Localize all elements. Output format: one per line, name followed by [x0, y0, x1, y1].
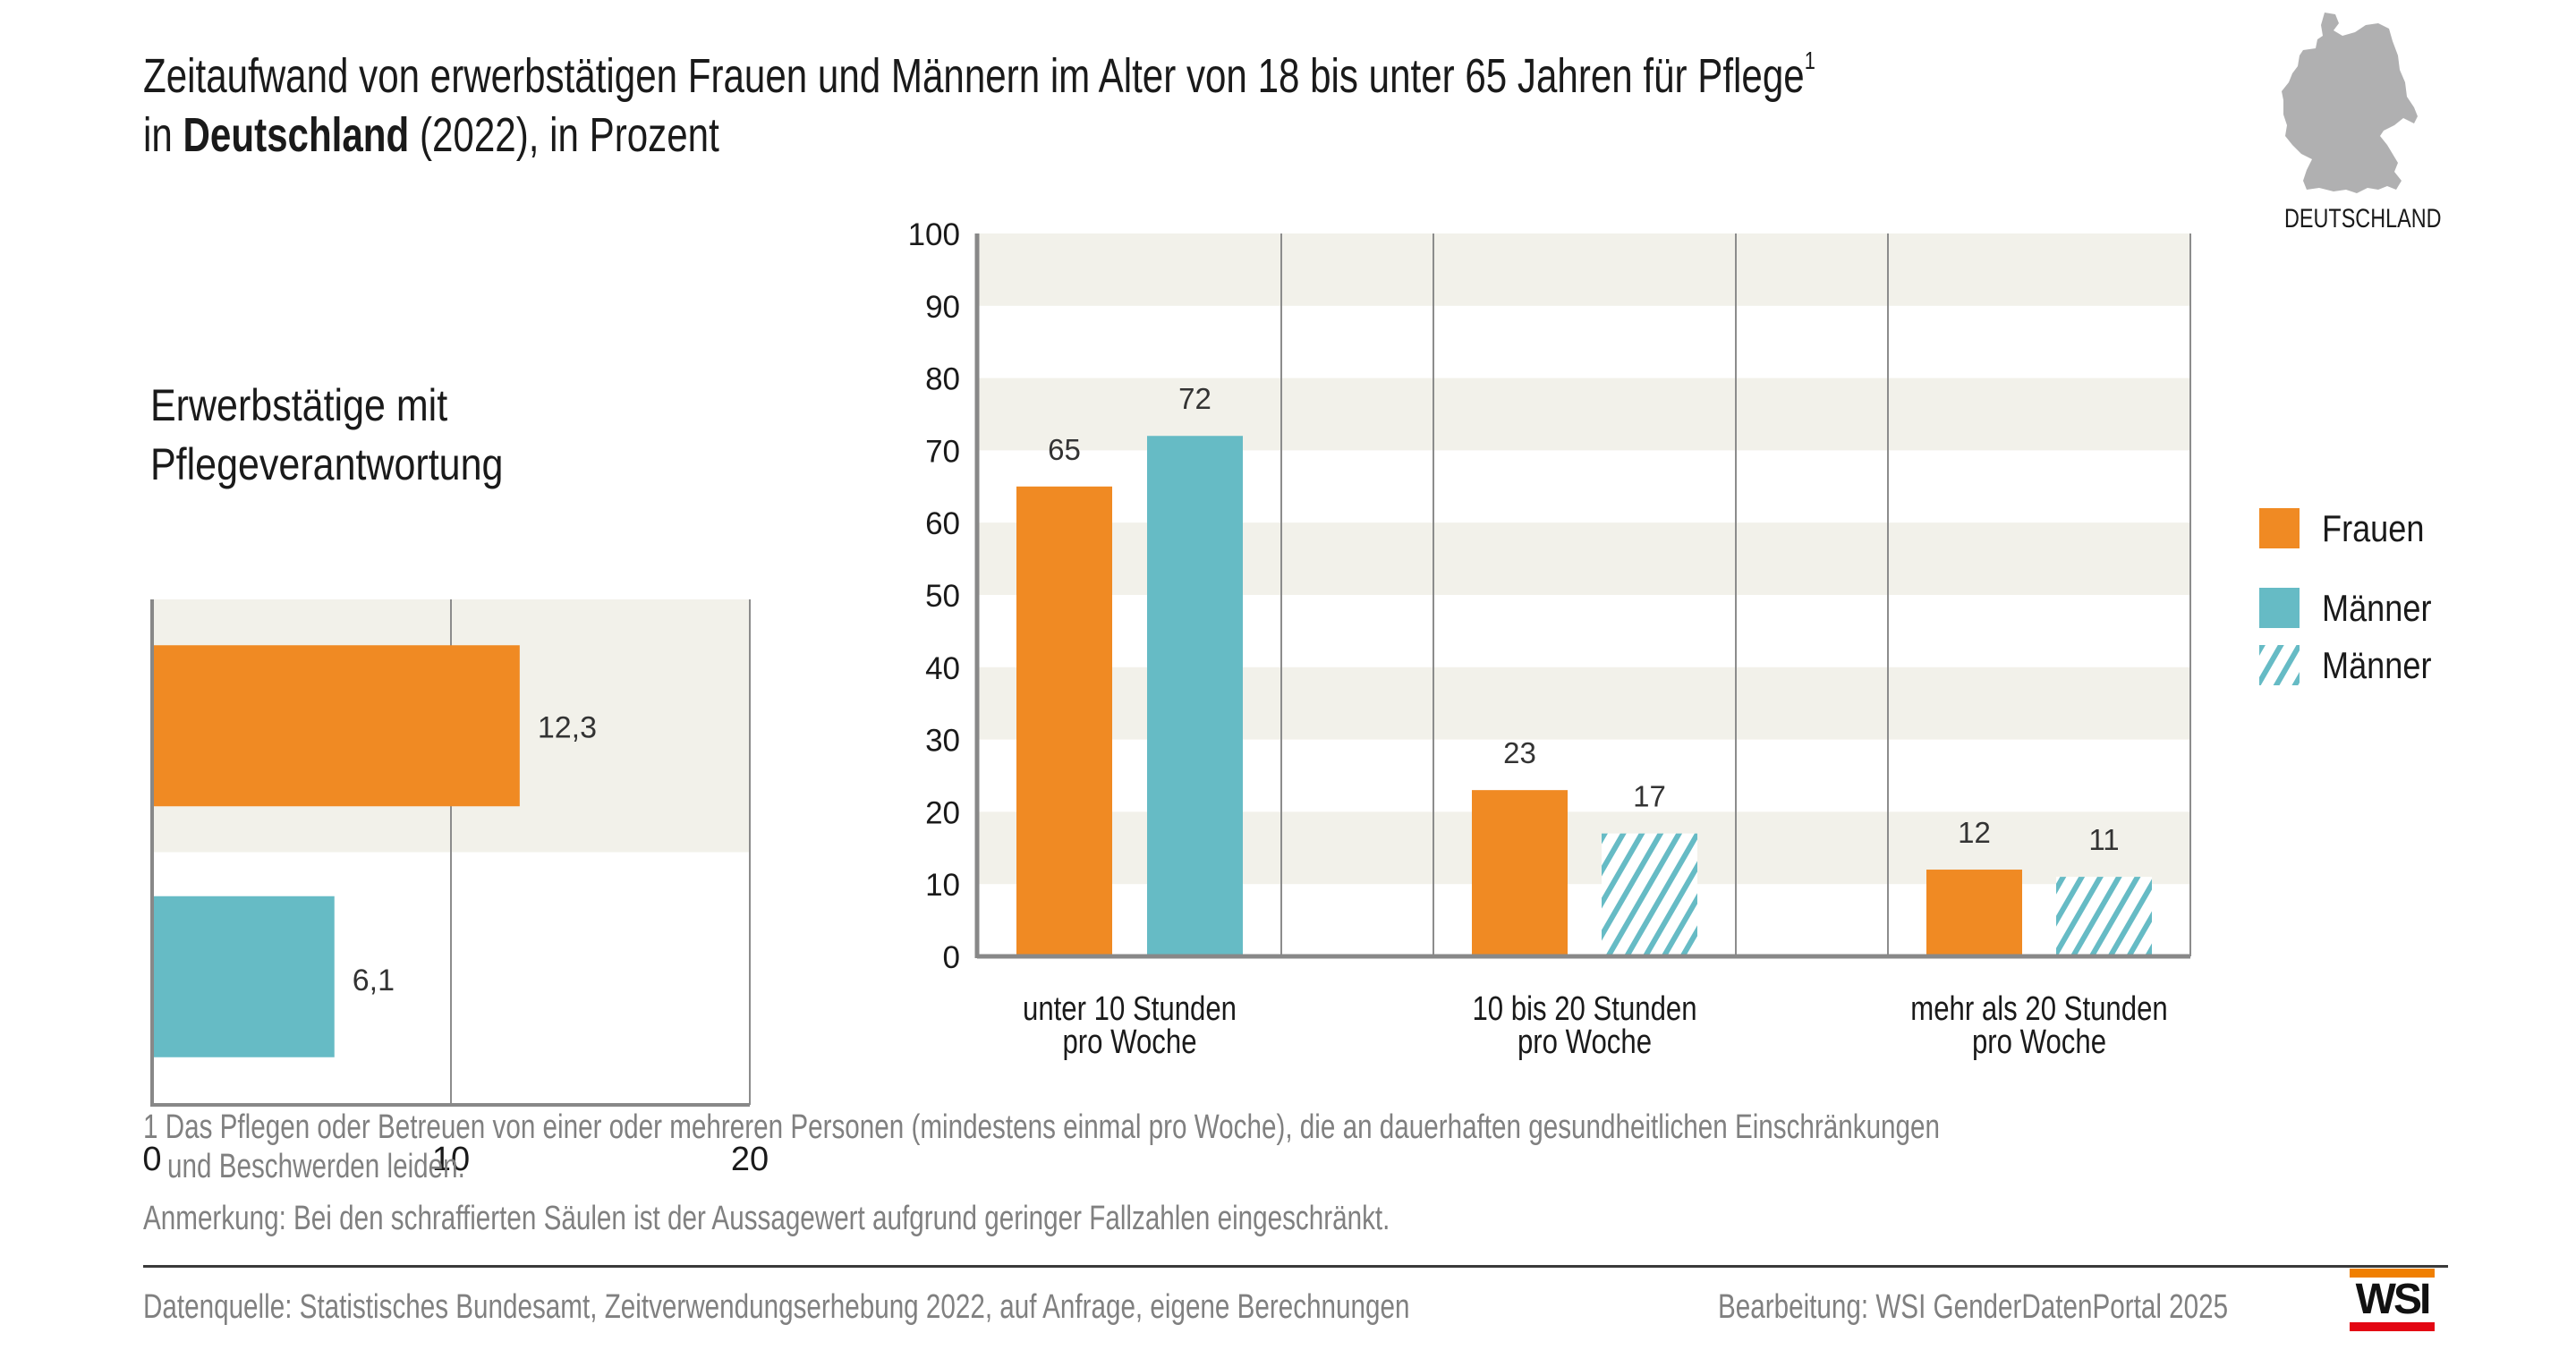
left-title-line-2: Pflegeverantwortung — [150, 439, 504, 489]
x-tick-label: 0 — [142, 1141, 161, 1178]
y-tick-label: 100 — [908, 217, 960, 252]
data-label: 72 — [1178, 382, 1211, 415]
left-chart-title: Erwerbstätige mit Pflegeverantwortung — [150, 376, 561, 494]
legend-swatch-frauen — [2259, 508, 2300, 548]
data-label: 6,1 — [353, 964, 395, 998]
band — [977, 233, 2190, 306]
map-label: DEUTSCHLAND — [2284, 204, 2442, 233]
title-country: Deutschland — [183, 108, 410, 162]
data-label: 11 — [2088, 823, 2119, 856]
legend-label-maenner: Männer — [2322, 587, 2432, 629]
data-label: 17 — [1633, 780, 1666, 813]
bar-maenner-group-2 — [1602, 833, 1697, 956]
y-tick-label: 0 — [943, 940, 960, 975]
credit: Bearbeitung: WSI GenderDatenPortal 2025 — [1718, 1288, 2229, 1326]
y-tick-label: 60 — [925, 506, 960, 541]
logo-bottom-bar — [2350, 1322, 2435, 1331]
data-label: 12,3 — [538, 710, 597, 744]
title-line-2-suffix: (2022), in Prozent — [409, 108, 719, 162]
legend-swatch-maenner-hatched — [2259, 645, 2300, 685]
footnotes: 1 Das Pflegen oder Betreuen von einer od… — [143, 1108, 2446, 1238]
bar-maenner-group-3 — [2056, 877, 2152, 956]
germany-map-icon — [2282, 13, 2418, 193]
y-tick-label: 50 — [925, 579, 960, 614]
chart-title: Zeitaufwand von erwerbstätigen Frauen un… — [143, 47, 2287, 165]
data-label: 65 — [1048, 433, 1081, 466]
x-category-label: 10 bis 20 Stunden — [1472, 990, 1696, 1028]
data-label: 12 — [1958, 816, 1991, 849]
y-tick-label: 10 — [925, 868, 960, 903]
legend-label-maenner-hatched: Männer — [2322, 644, 2432, 686]
bar-frauen-group-2 — [1472, 790, 1568, 956]
x-category-label: mehr als 20 Stunden — [1910, 990, 2167, 1028]
left-bar-chart: 12,3 6,1 0 10 20 — [142, 599, 769, 1178]
footnote-1-line-1: 1 Das Pflegen oder Betreuen von einer od… — [143, 1108, 1941, 1146]
footnote-1-line-2: und Beschwerden leiden. — [167, 1148, 465, 1185]
x-category-label: unter 10 Stunden — [1023, 990, 1237, 1028]
bar-maenner — [152, 896, 335, 1057]
bar-frauen-group-1 — [1016, 486, 1112, 956]
title-line-1: Zeitaufwand von erwerbstätigen Frauen un… — [143, 49, 1805, 103]
legend-label-frauen: Frauen — [2322, 507, 2425, 549]
left-title-line-1: Erwerbstätige mit — [150, 380, 448, 430]
bar-frauen — [152, 645, 520, 807]
remark: Anmerkung: Bei den schraffierten Säulen … — [143, 1200, 1390, 1237]
x-category-label: pro Woche — [1062, 1023, 1196, 1061]
logo-top-bar — [2350, 1269, 2435, 1278]
legend-item-maenner-hatched: Männer — [2259, 645, 2528, 686]
footer-divider — [143, 1265, 2448, 1268]
x-category-label: pro Woche — [1972, 1023, 2106, 1061]
x-tick-label: 10 — [432, 1141, 470, 1178]
x-category-label: pro Woche — [1518, 1023, 1652, 1061]
y-tick-label: 90 — [925, 290, 960, 325]
logo-text: WSI — [2355, 1276, 2432, 1323]
y-tick-label: 30 — [925, 724, 960, 759]
data-source: Datenquelle: Statistisches Bundesamt, Ze… — [143, 1288, 1410, 1326]
legend-item-frauen: Frauen — [2259, 508, 2528, 549]
title-line-2-prefix: in — [143, 108, 183, 162]
bar-frauen-group-3 — [1926, 870, 2022, 956]
wsi-logo: WSI — [2350, 1269, 2435, 1333]
y-tick-label: 40 — [925, 651, 960, 686]
legend-item-maenner: Männer — [2259, 588, 2528, 629]
y-tick-label: 70 — [925, 434, 960, 469]
y-tick-label: 80 — [925, 362, 960, 397]
legend-swatch-maenner — [2259, 588, 2300, 628]
title-footnote-ref: 1 — [1804, 47, 1815, 74]
y-tick-label: 20 — [925, 795, 960, 830]
x-tick-label: 20 — [731, 1141, 769, 1178]
bar-maenner-group-1 — [1147, 436, 1243, 956]
data-label: 23 — [1503, 736, 1536, 769]
